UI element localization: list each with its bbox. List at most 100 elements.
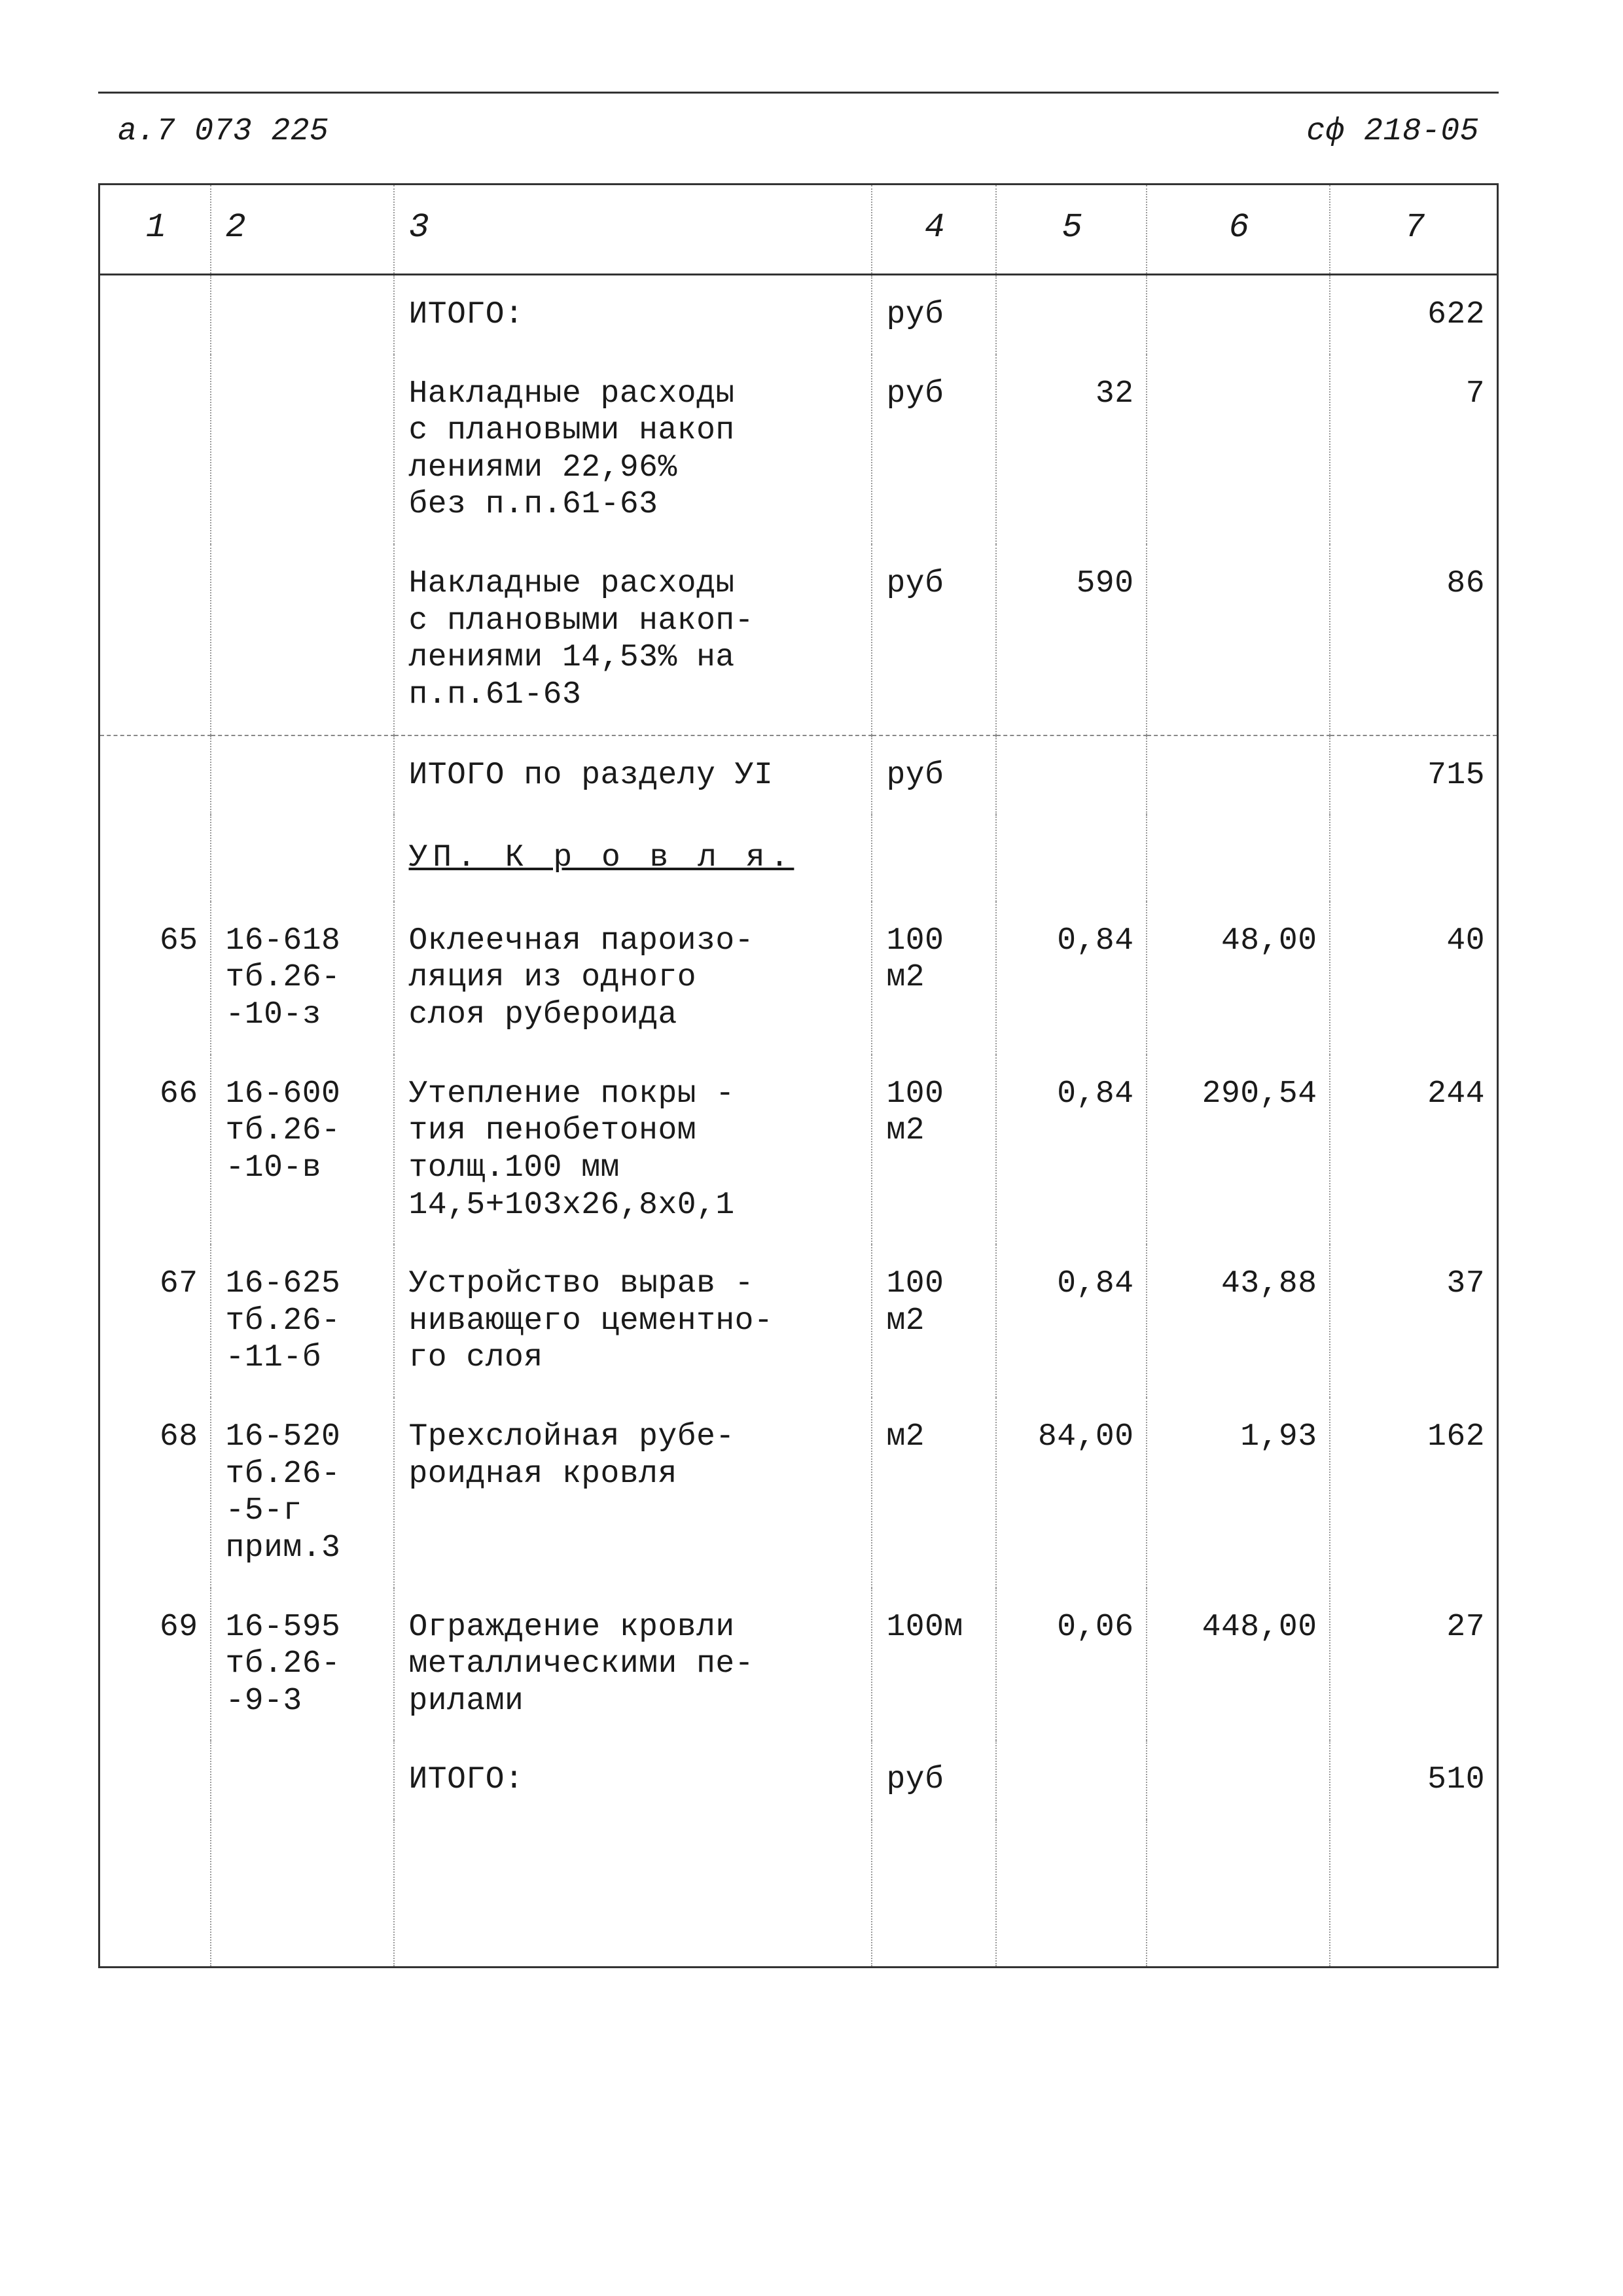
cell-qty: 590 [996,544,1147,735]
cell-rate [1147,735,1330,815]
col-header: 1 [99,185,211,275]
cell-rate: 290,54 [1147,1055,1330,1245]
cell-qty [996,1740,1147,1820]
cell-total: 37 [1330,1245,1498,1398]
cell-rate: 448,00 [1147,1588,1330,1741]
cell-rate [1147,274,1330,354]
cell-rate: 1,93 [1147,1398,1330,1588]
cell-qty [996,735,1147,815]
cell-index: 65 [99,902,211,1055]
cell-code: 16-595 тб.26- -9-3 [211,1588,394,1741]
table-row: 66 16-600 тб.26- -10-в Утепление покры -… [99,1055,1498,1245]
document-page: а.7 073 225 сф 218-05 1 2 3 4 5 6 7 ИТОГ… [0,0,1623,2296]
table-row: Накладные расходы с плановыми накоп лени… [99,355,1498,545]
cell-index: 68 [99,1398,211,1588]
cell-index [99,355,211,545]
cell-description: Накладные расходы с плановыми накоп лени… [394,355,872,545]
table-row: 65 16-618 тб.26- -10-з Оклеечная пароизо… [99,902,1498,1055]
col-header: 7 [1330,185,1498,275]
cell-index: 67 [99,1245,211,1398]
cell-qty [996,274,1147,354]
cell-qty: 0,84 [996,1055,1147,1245]
cell-unit: руб [872,735,996,815]
cell-code: 16-618 тб.26- -10-з [211,902,394,1055]
cell-unit: руб [872,1740,996,1820]
header-right: сф 218-05 [1306,113,1479,150]
cell-index [99,274,211,354]
cell-index [99,735,211,815]
cell-unit: руб [872,355,996,545]
cell-total: 715 [1330,735,1498,815]
cell-rate [1147,1740,1330,1820]
col-header: 5 [996,185,1147,275]
cell-unit: 100м [872,1588,996,1741]
cell-index [99,1740,211,1820]
cell-code [211,815,394,902]
cell-qty: 32 [996,355,1147,545]
cell-total: 7 [1330,355,1498,545]
cell-rate [1147,544,1330,735]
table-row: ИТОГО: руб 622 [99,274,1498,354]
cell-qty [996,815,1147,902]
estimate-table: 1 2 3 4 5 6 7 ИТОГО: руб 622 [98,185,1499,1968]
page-header: а.7 073 225 сф 218-05 [98,92,1499,185]
cell-total: 162 [1330,1398,1498,1588]
table-row: 69 16-595 тб.26- -9-3 Ограждение кровли … [99,1588,1498,1741]
cell-description: Оклеечная пароизо- ляция из одного слоя … [394,902,872,1055]
cell-total: 86 [1330,544,1498,735]
cell-rate: 43,88 [1147,1245,1330,1398]
cell-total [1330,815,1498,902]
header-left: а.7 073 225 [118,113,329,150]
cell-total: 510 [1330,1740,1498,1820]
cell-description: Ограждение кровли металлическими пе- рил… [394,1588,872,1741]
cell-description: Устройство вырав - нивающего цементно- г… [394,1245,872,1398]
col-header: 4 [872,185,996,275]
cell-qty: 0,06 [996,1588,1147,1741]
table-row: 68 16-520 тб.26- -5-г прим.3 Трехслойная… [99,1398,1498,1588]
cell-description: ИТОГО: [394,274,872,354]
cell-code: 16-520 тб.26- -5-г прим.3 [211,1398,394,1588]
cell-code [211,735,394,815]
cell-index: 69 [99,1588,211,1741]
table-row: Накладные расходы с плановыми накоп- лен… [99,544,1498,735]
table-row-subtotal: ИТОГО по разделу УI руб 715 [99,735,1498,815]
cell-index [99,544,211,735]
section-title: УП. К р о в л я. [409,839,794,877]
table-body: 1 2 3 4 5 6 7 ИТОГО: руб 622 [99,185,1498,1968]
cell-rate [1147,355,1330,545]
cell-code [211,1740,394,1820]
table-row-filler [99,1820,1498,1968]
cell-description: Накладные расходы с плановыми накоп- лен… [394,544,872,735]
col-header: 2 [211,185,394,275]
cell-code [211,355,394,545]
cell-total: 40 [1330,902,1498,1055]
cell-index [99,815,211,902]
cell-unit [872,815,996,902]
cell-code [211,544,394,735]
cell-description: УП. К р о в л я. [394,815,872,902]
cell-qty: 84,00 [996,1398,1147,1588]
cell-index: 66 [99,1055,211,1245]
cell-qty: 0,84 [996,902,1147,1055]
cell-unit: 100 м2 [872,1245,996,1398]
cell-unit: 100 м2 [872,1055,996,1245]
table-row: 67 16-625 тб.26- -11-б Устройство вырав … [99,1245,1498,1398]
col-header: 3 [394,185,872,275]
cell-description: Утепление покры - тия пенобетоном толщ.1… [394,1055,872,1245]
cell-unit: руб [872,274,996,354]
cell-rate [1147,815,1330,902]
column-header-row: 1 2 3 4 5 6 7 [99,185,1498,275]
col-header: 6 [1147,185,1330,275]
cell-description: ИТОГО по разделу УI [394,735,872,815]
cell-qty: 0,84 [996,1245,1147,1398]
cell-code: 16-625 тб.26- -11-б [211,1245,394,1398]
cell-total: 27 [1330,1588,1498,1741]
table-row-total: ИТОГО: руб 510 [99,1740,1498,1820]
cell-unit: руб [872,544,996,735]
table-row-section: УП. К р о в л я. [99,815,1498,902]
cell-code: 16-600 тб.26- -10-в [211,1055,394,1245]
cell-code [211,274,394,354]
cell-total: 244 [1330,1055,1498,1245]
cell-unit: 100 м2 [872,902,996,1055]
cell-total: 622 [1330,274,1498,354]
